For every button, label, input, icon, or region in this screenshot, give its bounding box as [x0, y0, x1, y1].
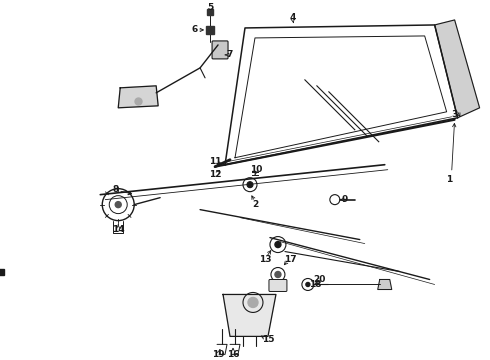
Circle shape — [247, 182, 253, 188]
Circle shape — [248, 297, 258, 307]
Text: 11: 11 — [209, 157, 221, 166]
Text: 5: 5 — [207, 4, 213, 13]
Text: 4: 4 — [290, 13, 296, 22]
Polygon shape — [378, 279, 392, 289]
Text: 15: 15 — [262, 335, 274, 344]
Text: 2: 2 — [252, 200, 258, 209]
Text: 9: 9 — [342, 195, 348, 204]
FancyBboxPatch shape — [269, 279, 287, 292]
Circle shape — [115, 202, 121, 208]
Text: 14: 14 — [112, 225, 124, 234]
Text: 3: 3 — [451, 110, 458, 119]
Text: 13: 13 — [259, 255, 271, 264]
Text: 20: 20 — [314, 275, 326, 284]
Text: 7: 7 — [227, 50, 233, 59]
Circle shape — [275, 242, 281, 248]
Circle shape — [306, 283, 310, 287]
Polygon shape — [118, 86, 158, 108]
Text: 10: 10 — [250, 165, 262, 174]
Polygon shape — [223, 294, 276, 336]
Text: 12: 12 — [209, 170, 221, 179]
Text: 8: 8 — [112, 185, 119, 194]
Text: 19: 19 — [212, 350, 224, 359]
Text: 17: 17 — [284, 255, 296, 264]
Text: 1: 1 — [446, 175, 453, 184]
Text: 16: 16 — [227, 350, 239, 359]
Text: 18: 18 — [309, 280, 321, 289]
Text: 6: 6 — [192, 26, 198, 35]
Polygon shape — [435, 20, 480, 118]
Circle shape — [275, 271, 281, 278]
FancyBboxPatch shape — [212, 41, 228, 59]
